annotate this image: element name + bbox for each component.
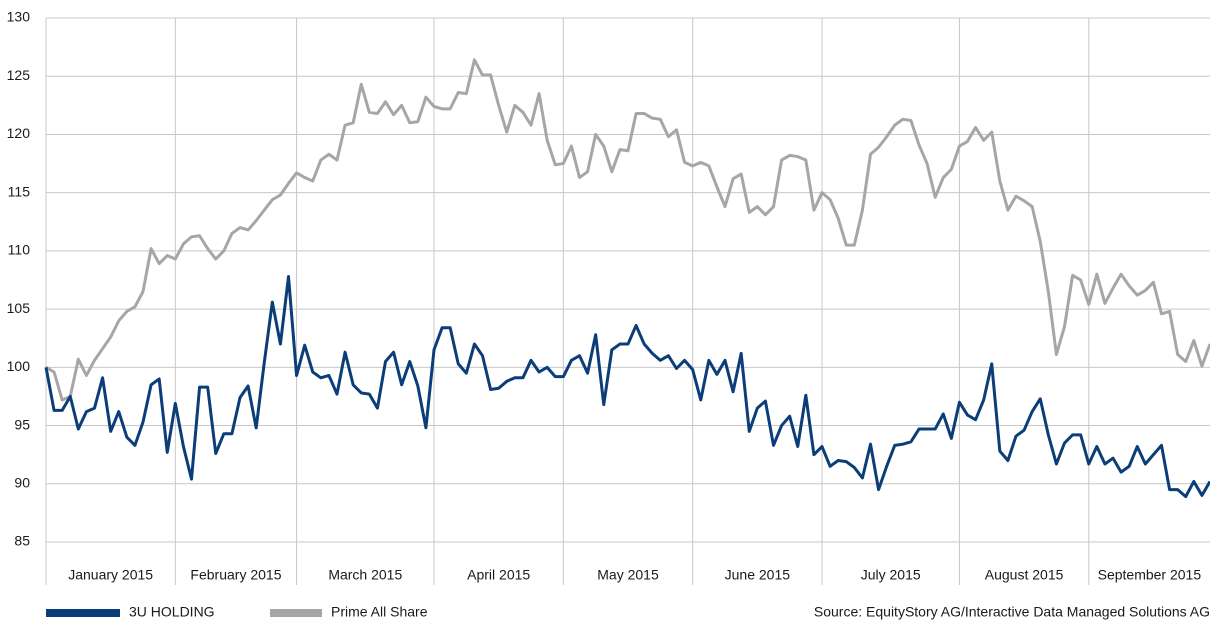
x-tick-label: February 2015	[190, 567, 281, 583]
y-tick-label: 115	[8, 183, 31, 199]
x-tick-label: June 2015	[725, 567, 791, 583]
y-tick-label: 120	[7, 125, 31, 141]
y-tick-label: 130	[7, 9, 31, 25]
x-tick-label: July 2015	[861, 567, 921, 583]
x-tick-label: January 2015	[68, 567, 153, 583]
legend-swatch	[46, 609, 120, 617]
x-tick-label: September 2015	[1098, 567, 1202, 583]
x-tick-label: May 2015	[597, 567, 659, 583]
x-tick-label: April 2015	[467, 567, 530, 583]
y-tick-label: 100	[7, 358, 31, 374]
y-tick-label: 105	[7, 300, 31, 316]
series-line	[44, 275, 1210, 499]
source-note: Source: EquityStory AG/Interactive Data …	[814, 604, 1210, 620]
x-tick-label: March 2015	[328, 567, 402, 583]
legend-label: Prime All Share	[331, 604, 428, 620]
y-tick-label: 85	[14, 533, 30, 549]
y-tick-label: 125	[7, 67, 31, 83]
legend-label: 3U HOLDING	[129, 604, 215, 620]
legend-swatch	[270, 609, 322, 617]
x-tick-label: August 2015	[985, 567, 1064, 583]
series-line	[45, 58, 1210, 402]
y-tick-label: 110	[8, 242, 31, 258]
y-tick-label: 90	[14, 474, 30, 490]
y-tick-label: 95	[14, 416, 30, 432]
